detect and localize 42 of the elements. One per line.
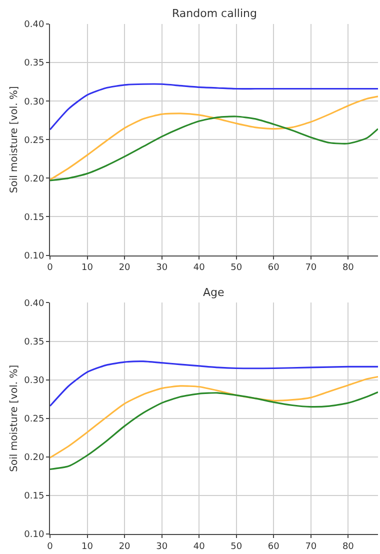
x-tick-label: 30	[156, 542, 168, 552]
chart-title: Age	[203, 286, 225, 299]
line-series	[50, 391, 378, 470]
x-tick-label: 10	[82, 542, 94, 552]
x-tick-label: 60	[268, 542, 280, 552]
line-series	[50, 360, 378, 407]
y-tick-label: 0.40	[24, 298, 44, 309]
x-tick-label: 20	[118, 542, 131, 552]
y-tick-label: 0.35	[24, 58, 44, 69]
y-tick-label: 0.10	[24, 530, 44, 540]
x-tick-label: 0	[47, 542, 54, 552]
line-series	[50, 83, 378, 130]
x-tick-label: 80	[342, 542, 354, 552]
y-axis-title: Soil moisture [vol. %]	[9, 86, 20, 194]
y-tick-label: 0.15	[24, 212, 44, 223]
line-series	[50, 96, 378, 181]
x-tick-label: 70	[305, 263, 317, 274]
y-axis-title: Soil moisture [vol. %]	[9, 364, 20, 472]
y-tick-label: 0.40	[24, 20, 44, 30]
y-tick-label: 0.25	[24, 414, 44, 425]
y-tick-label: 0.30	[24, 376, 44, 386]
y-tick-label: 0.20	[24, 174, 44, 184]
y-tick-label: 0.10	[24, 251, 44, 262]
x-tick-label: 40	[193, 542, 206, 552]
line-series	[50, 376, 378, 458]
x-tick-label: 70	[305, 542, 317, 552]
y-tick-label: 0.35	[24, 337, 44, 348]
x-tick-label: 40	[193, 263, 206, 274]
x-tick-label: 0	[47, 263, 54, 274]
chart-title: Random calling	[172, 7, 257, 20]
x-tick-label: 30	[156, 263, 168, 274]
x-tick-label: 60	[268, 263, 280, 274]
x-tick-label: 80	[342, 263, 354, 274]
y-tick-label: 0.15	[24, 492, 44, 502]
y-tick-label: 0.20	[24, 453, 44, 464]
x-tick-label: 20	[118, 263, 131, 274]
x-tick-label: 10	[82, 263, 94, 274]
line-series	[50, 116, 378, 182]
x-tick-label: 50	[230, 542, 242, 552]
x-tick-label: 50	[230, 263, 242, 274]
y-tick-label: 0.25	[24, 136, 44, 146]
y-tick-label: 0.30	[24, 97, 44, 108]
